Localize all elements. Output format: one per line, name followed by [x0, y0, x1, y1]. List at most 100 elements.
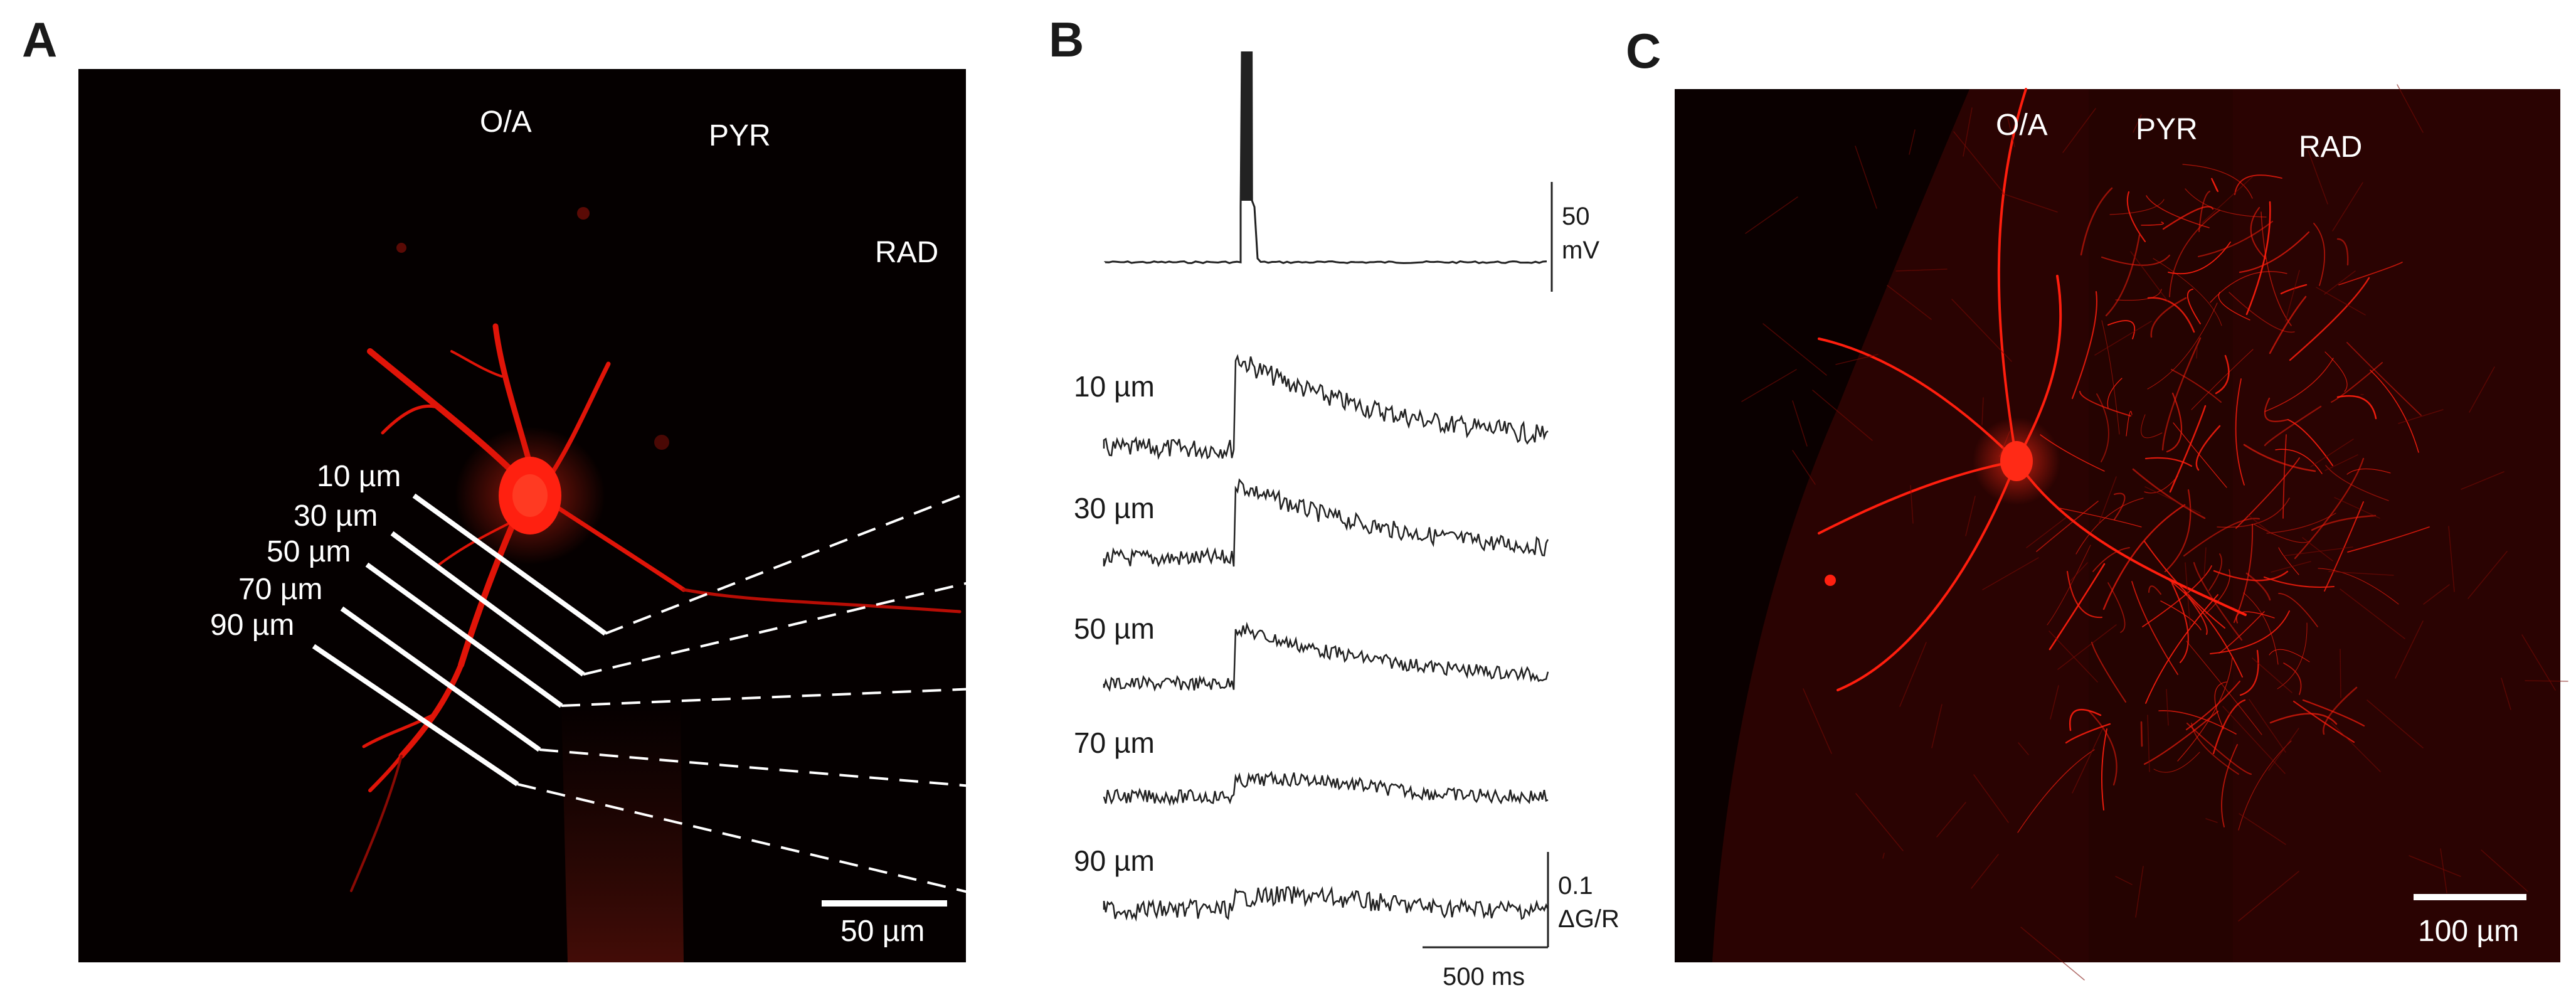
- axon-branch: [2096, 393, 2109, 462]
- axon-branch: [2171, 582, 2189, 664]
- background-fibre: [1792, 400, 1808, 447]
- axon-branch: [2287, 419, 2333, 466]
- fluorescence-trace: [1103, 622, 1549, 693]
- background-fibre: [2147, 715, 2150, 772]
- axon-branch: [2218, 611, 2265, 654]
- background-fibre: [2395, 620, 2424, 679]
- axon-branch: [2065, 723, 2111, 744]
- axon-branch: [2331, 362, 2383, 403]
- axon-branch: [2278, 593, 2318, 627]
- axon-branch: [2191, 723, 2239, 775]
- axon-branch: [2215, 354, 2230, 395]
- background-fibre: [2094, 321, 2152, 356]
- axon-branch: [2277, 622, 2308, 689]
- panel-label-a: A: [22, 12, 58, 67]
- axon-branch: [2036, 501, 2099, 552]
- background-fibre: [2501, 678, 2511, 710]
- axon-branch: [2269, 713, 2338, 725]
- background-fibre: [2144, 486, 2201, 514]
- background-fibre: [1971, 854, 1999, 889]
- axon-branch: [2208, 553, 2222, 591]
- region-label-rad-c: RAD: [2299, 130, 2362, 164]
- background-fibre: [2135, 866, 2144, 918]
- background-fibre: [2185, 562, 2191, 629]
- axon-branch: [2313, 223, 2325, 286]
- axon-branch: [2289, 277, 2370, 361]
- axon-branch: [2158, 710, 2237, 735]
- background-fibre: [2062, 108, 2096, 153]
- background-fibre: [2001, 193, 2058, 213]
- axon-branch: [2245, 201, 2271, 316]
- background-fibre: [2007, 117, 2015, 147]
- background-fibre: [1835, 354, 1879, 365]
- background-fibre: [1909, 129, 1916, 155]
- background-fibre: [2481, 849, 2528, 892]
- axon-branch: [2113, 492, 2126, 521]
- axon-branch: [2173, 422, 2227, 488]
- region-label-pyr-a: PYR: [709, 119, 771, 152]
- axon-branch: [2264, 405, 2322, 447]
- background-fibre: [2310, 439, 2354, 467]
- axon-branch: [2210, 610, 2290, 654]
- trace-label-30: 30 µm: [1074, 492, 1155, 524]
- background-fibre: [2308, 150, 2328, 205]
- panel-a-micrograph: [78, 69, 1098, 962]
- background-fibre: [2409, 855, 2461, 877]
- axon-branch: [2066, 570, 2103, 619]
- axon-branch: [2191, 349, 2254, 410]
- background-fibre: [2238, 871, 2299, 922]
- background-fibre: [1895, 269, 1948, 272]
- voltage-trace-path: [1104, 51, 1547, 265]
- distance-label-30: 30 µm: [294, 499, 378, 533]
- axon-branch: [2292, 700, 2355, 743]
- distance-label-90: 90 µm: [210, 609, 294, 642]
- background-fibre: [2367, 699, 2424, 748]
- axon-branch: [2336, 238, 2349, 266]
- background-fibre: [1855, 146, 1877, 209]
- voltage-scale-value: 50: [1562, 203, 1590, 230]
- background-fibre: [1965, 496, 1976, 536]
- background-fibre: [2072, 727, 2104, 794]
- axon-branch: [2101, 728, 2107, 811]
- axon-branch: [2187, 289, 2201, 324]
- background-fibre: [2448, 526, 2455, 592]
- background-fibre: [2203, 547, 2207, 578]
- axon-branch: [2091, 641, 2127, 703]
- axon-branch: [2323, 686, 2358, 735]
- axon-branch: [2087, 710, 2118, 786]
- axon-branch: [2153, 752, 2200, 773]
- axon-branch: [2236, 611, 2275, 624]
- axon-branch: [2107, 320, 2136, 339]
- axon-branch: [2234, 174, 2282, 195]
- axon-branch: [2162, 206, 2214, 230]
- axon-branch: [2183, 518, 2261, 557]
- region-label-oa-c: O/A: [1996, 109, 2048, 142]
- axon-branch: [2092, 547, 2130, 572]
- axon-branch: [2147, 297, 2195, 333]
- distance-lines: [312, 493, 607, 787]
- axon-branch: [2250, 206, 2267, 260]
- axon-branch: [2243, 592, 2279, 665]
- axon-branch: [2346, 342, 2422, 416]
- background-fibre: [1951, 299, 2012, 362]
- axon-branch: [2186, 722, 2252, 775]
- background-fibre: [2440, 848, 2447, 893]
- axon-branch: [2217, 497, 2290, 528]
- axon-branch: [2069, 708, 2102, 731]
- axon-branch: [2126, 191, 2146, 243]
- axon-branch: [2107, 378, 2123, 408]
- background-fibre: [2461, 471, 2504, 490]
- axon-branch: [2193, 561, 2243, 641]
- axon-branch: [2101, 254, 2171, 266]
- axon-branch: [2269, 649, 2310, 662]
- trace-label-50: 50 µm: [1074, 612, 1155, 645]
- dendrite: [1837, 460, 2018, 691]
- axon-branch: [2075, 497, 2144, 555]
- axon-branch: [2275, 449, 2323, 474]
- axon-branch: [2234, 524, 2254, 623]
- axon-branch: [2280, 284, 2308, 295]
- axon-branch: [2144, 457, 2193, 467]
- axon-branch: [2239, 649, 2259, 696]
- background-fibre: [2249, 699, 2286, 753]
- axon-branch: [2211, 178, 2219, 193]
